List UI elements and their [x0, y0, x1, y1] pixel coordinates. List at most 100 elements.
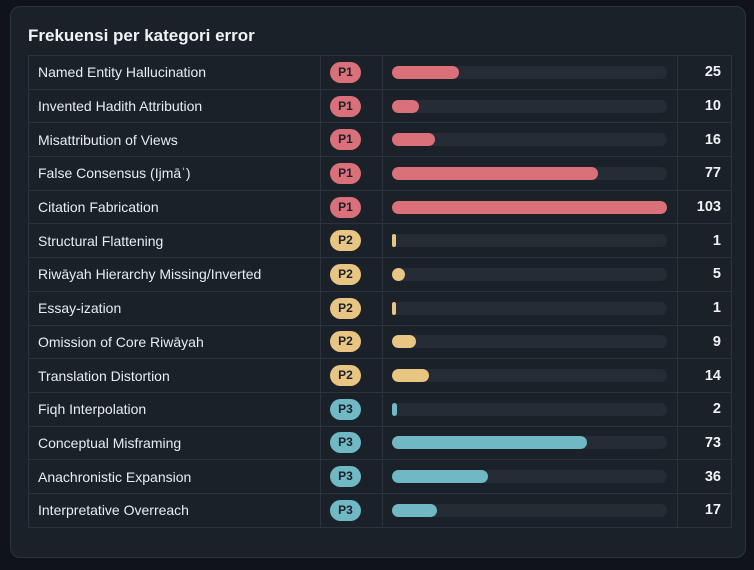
- bar: [392, 166, 598, 180]
- bar-track: [392, 503, 667, 517]
- priority-badge: P1: [330, 196, 361, 218]
- priority-badge: P2: [330, 331, 361, 353]
- priority-badge: P2: [330, 365, 361, 387]
- value-label: 1: [677, 290, 732, 326]
- bar-track: [392, 133, 667, 147]
- table-row: Named Entity Hallucination P1 25: [28, 55, 732, 90]
- bar: [392, 301, 396, 315]
- table-row: Interpretative Overreach P3 17: [28, 492, 732, 528]
- chart-title: Frekuensi per kategori error: [28, 26, 255, 45]
- table-row: Essay-ization P2 1: [28, 290, 732, 326]
- bar: [392, 234, 396, 248]
- priority-cell: P1: [320, 122, 383, 158]
- bar-track: [392, 234, 667, 248]
- bar: [392, 470, 488, 484]
- category-label: Riwāyah Hierarchy Missing/Inverted: [28, 257, 321, 292]
- category-label: Interpretative Overreach: [28, 492, 321, 528]
- bar-cell: [382, 290, 678, 326]
- priority-cell: P2: [320, 358, 383, 393]
- priority-badge: P2: [330, 297, 361, 319]
- value-label: 5: [677, 257, 732, 292]
- bar-cell: [382, 391, 678, 427]
- category-label: Invented Hadith Attribution: [28, 88, 321, 124]
- bar-cell: [382, 122, 678, 158]
- table-row: Invented Hadith Attribution P1 10: [28, 88, 732, 124]
- category-label: Citation Fabrication: [28, 189, 321, 225]
- table-row: Riwāyah Hierarchy Missing/Inverted P2 5: [28, 257, 732, 292]
- bar: [392, 369, 429, 383]
- bar: [392, 335, 416, 349]
- bar-track: [392, 267, 667, 281]
- bar-cell: [382, 492, 678, 528]
- priority-cell: P3: [320, 492, 383, 528]
- category-label: Named Entity Hallucination: [28, 55, 321, 90]
- bar-track: [392, 166, 667, 180]
- bar-track: [392, 301, 667, 315]
- priority-cell: P2: [320, 257, 383, 292]
- priority-cell: P1: [320, 55, 383, 90]
- table-row: Omission of Core Riwāyah P2 9: [28, 324, 732, 360]
- table-row: Misattribution of Views P1 16: [28, 122, 732, 158]
- priority-cell: P2: [320, 290, 383, 326]
- bar-cell: [382, 88, 678, 124]
- value-label: 1: [677, 223, 732, 259]
- table-row: Conceptual Misframing P3 73: [28, 425, 732, 461]
- priority-cell: P2: [320, 223, 383, 259]
- bar-cell: [382, 459, 678, 494]
- bar-track: [392, 470, 667, 484]
- table-row: Translation Distortion P2 14: [28, 358, 732, 393]
- category-label: Anachronistic Expansion: [28, 459, 321, 494]
- priority-cell: P3: [320, 391, 383, 427]
- category-label: Omission of Core Riwāyah: [28, 324, 321, 360]
- table-row: Citation Fabrication P1 103: [28, 189, 732, 225]
- bar-track: [392, 335, 667, 349]
- bar: [392, 402, 397, 416]
- priority-badge: P1: [330, 61, 361, 83]
- value-label: 103: [677, 189, 732, 225]
- priority-badge: P3: [330, 466, 361, 488]
- bar-track: [392, 99, 667, 113]
- category-label: False Consensus (Ijmāʿ): [28, 156, 321, 191]
- bar-track: [392, 65, 667, 79]
- value-label: 9: [677, 324, 732, 360]
- table-row: Structural Flattening P2 1: [28, 223, 732, 259]
- bar: [392, 436, 587, 450]
- priority-badge: P2: [330, 263, 361, 285]
- bar: [392, 267, 405, 281]
- priority-badge: P1: [330, 162, 361, 184]
- value-label: 77: [677, 156, 732, 191]
- value-label: 10: [677, 88, 732, 124]
- category-label: Fiqh Interpolation: [28, 391, 321, 427]
- category-label: Translation Distortion: [28, 358, 321, 393]
- bar-cell: [382, 257, 678, 292]
- category-label: Structural Flattening: [28, 223, 321, 259]
- table-row: False Consensus (Ijmāʿ) P1 77: [28, 156, 732, 191]
- bar: [392, 133, 435, 147]
- category-label: Essay-ization: [28, 290, 321, 326]
- priority-cell: P1: [320, 189, 383, 225]
- bar-track: [392, 402, 667, 416]
- bar: [392, 200, 667, 214]
- bar: [392, 99, 419, 113]
- priority-cell: P3: [320, 459, 383, 494]
- table-row: Anachronistic Expansion P3 36: [28, 459, 732, 494]
- frequency-table: Named Entity Hallucination P1 25 Invented H…: [28, 55, 732, 528]
- table-row: Fiqh Interpolation P3 2: [28, 391, 732, 427]
- priority-badge: P1: [330, 95, 361, 117]
- bar-cell: [382, 55, 678, 90]
- priority-badge: P1: [330, 129, 361, 151]
- priority-cell: P1: [320, 88, 383, 124]
- bar-cell: [382, 358, 678, 393]
- bar-cell: [382, 223, 678, 259]
- value-label: 16: [677, 122, 732, 158]
- value-label: 17: [677, 492, 732, 528]
- bar-track: [392, 369, 667, 383]
- bar-cell: [382, 156, 678, 191]
- bar-track: [392, 436, 667, 450]
- category-label: Misattribution of Views: [28, 122, 321, 158]
- priority-cell: P2: [320, 324, 383, 360]
- priority-cell: P1: [320, 156, 383, 191]
- value-label: 25: [677, 55, 732, 90]
- priority-cell: P3: [320, 425, 383, 461]
- value-label: 14: [677, 358, 732, 393]
